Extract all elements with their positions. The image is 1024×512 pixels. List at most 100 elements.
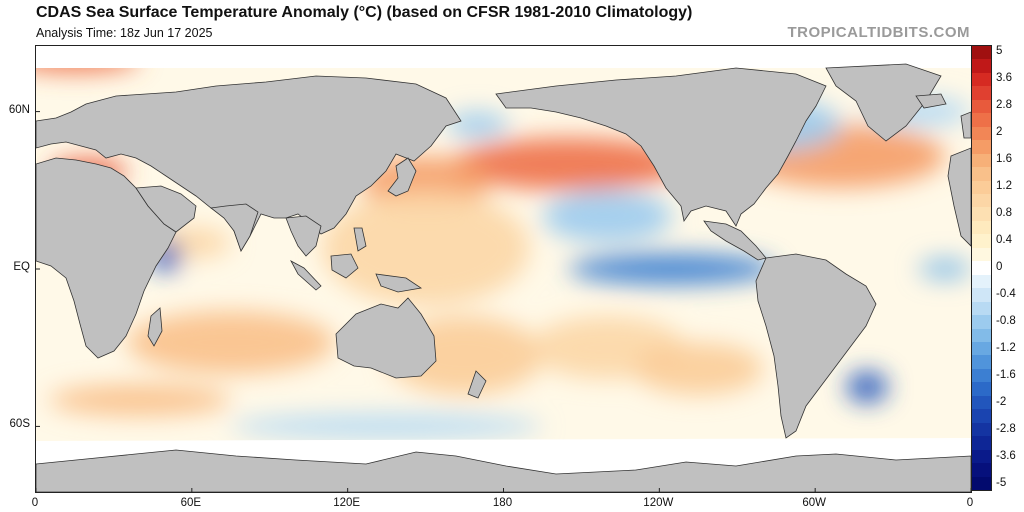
philippines bbox=[353, 227, 367, 252]
colorbar-swatch bbox=[972, 436, 991, 450]
colorbar-swatch bbox=[972, 180, 991, 194]
anomaly-region bbox=[126, 310, 335, 374]
analysis-time: Analysis Time: 18z Jun 17 2025 bbox=[36, 26, 213, 40]
iceland bbox=[915, 93, 947, 109]
map-gridlines bbox=[36, 111, 971, 492]
colorbar-swatch bbox=[972, 449, 991, 464]
central-america bbox=[703, 220, 767, 261]
lon-label: 0 bbox=[31, 497, 39, 509]
colorbar-label: 1.6 bbox=[996, 152, 1012, 165]
brand-watermark: TROPICALTIDBITS.COM bbox=[787, 24, 970, 41]
colorbar-swatch bbox=[972, 113, 991, 127]
colorbar-label: -1.6 bbox=[996, 369, 1016, 382]
colorbar-label: 2 bbox=[996, 125, 1003, 138]
colorbar-swatch bbox=[972, 167, 991, 181]
anomaly-region bbox=[451, 137, 686, 191]
colorbar-label: -0.4 bbox=[996, 288, 1016, 301]
lon-label: 60W bbox=[802, 497, 826, 509]
north-america bbox=[495, 67, 827, 227]
colorbar-swatch bbox=[972, 422, 991, 437]
lat-label: EQ bbox=[13, 261, 30, 273]
anomaly-region bbox=[48, 384, 231, 416]
antarctica bbox=[36, 449, 971, 492]
colorbar-swatch bbox=[972, 463, 991, 477]
new-zealand bbox=[467, 370, 487, 399]
colorbar-label: 2.8 bbox=[996, 98, 1012, 111]
australia bbox=[335, 297, 437, 379]
map-canvas bbox=[36, 46, 971, 492]
british-isles bbox=[960, 111, 971, 139]
colorbar-swatch bbox=[972, 220, 991, 235]
colorbar-swatch bbox=[972, 72, 991, 87]
colorbar-label: 5 bbox=[996, 44, 1003, 57]
colorbar-swatch bbox=[972, 368, 991, 383]
africa bbox=[36, 157, 177, 359]
borneo bbox=[330, 253, 359, 279]
madagascar bbox=[147, 307, 163, 347]
colorbar-label: 3.6 bbox=[996, 71, 1012, 84]
colorbar-label: -2.8 bbox=[996, 423, 1016, 436]
colorbar-swatch bbox=[972, 247, 991, 262]
colorbar-label: 0 bbox=[996, 261, 1003, 273]
colorbar-swatch bbox=[972, 315, 991, 329]
colorbar-swatch bbox=[972, 328, 991, 342]
anomaly-region bbox=[230, 413, 543, 440]
chart-title: CDAS Sea Surface Temperature Anomaly (°C… bbox=[36, 4, 693, 21]
lat-label: 60N bbox=[8, 103, 30, 116]
colorbar-swatch bbox=[972, 341, 991, 356]
colorbar-swatch bbox=[972, 126, 991, 141]
arabia bbox=[135, 185, 197, 233]
colorbar-swatch bbox=[972, 140, 991, 154]
lon-label: 120E bbox=[333, 497, 361, 509]
colorbar-swatch bbox=[972, 261, 991, 275]
colorbar-swatch bbox=[972, 99, 991, 114]
colorbar-label: -0.8 bbox=[996, 315, 1016, 328]
new-guinea bbox=[375, 273, 423, 293]
sst-anomaly-map bbox=[35, 45, 972, 493]
colorbar-swatch bbox=[972, 409, 991, 423]
anomaly-region bbox=[542, 190, 673, 243]
lon-label: 120W bbox=[643, 497, 674, 509]
colorbar-label: 0.4 bbox=[996, 233, 1012, 246]
colorbar-label: -5 bbox=[996, 477, 1007, 490]
anomaly-region bbox=[568, 253, 777, 285]
colorbar-swatch bbox=[972, 207, 991, 221]
colorbar-swatch bbox=[972, 382, 991, 396]
japan bbox=[387, 157, 417, 197]
colorbar-swatch bbox=[972, 46, 991, 60]
anomaly-region bbox=[919, 258, 971, 280]
indochina bbox=[285, 215, 322, 257]
land-masses bbox=[36, 63, 971, 492]
colorbar-swatch bbox=[972, 355, 991, 369]
lat-label: 60S bbox=[9, 418, 30, 431]
lon-label: 60E bbox=[180, 497, 202, 509]
anomaly-region bbox=[446, 111, 509, 138]
sumatra bbox=[290, 260, 322, 291]
greenland bbox=[825, 63, 942, 142]
colorbar-label: -2 bbox=[996, 396, 1007, 409]
south-america bbox=[755, 253, 877, 439]
anomaly-region bbox=[846, 371, 888, 403]
colorbar bbox=[971, 45, 992, 491]
india bbox=[209, 203, 259, 252]
colorbar-label: -3.6 bbox=[996, 450, 1016, 463]
west-europe-edge bbox=[947, 147, 971, 247]
colorbar-label: -1.2 bbox=[996, 342, 1016, 355]
colorbar-swatch bbox=[972, 153, 991, 168]
colorbar-swatch bbox=[972, 395, 991, 410]
colorbar-swatch bbox=[972, 476, 991, 490]
colorbar-swatch bbox=[972, 86, 991, 100]
eurasia bbox=[36, 75, 462, 252]
colorbar-swatch bbox=[972, 288, 991, 302]
colorbar-swatch bbox=[972, 59, 991, 73]
colorbar-swatch bbox=[972, 274, 991, 289]
colorbar-label: 0.8 bbox=[996, 206, 1012, 219]
colorbar-swatch bbox=[972, 193, 991, 208]
lon-label: 0 bbox=[966, 497, 974, 509]
anomaly-region bbox=[321, 190, 530, 306]
colorbar-label: 1.2 bbox=[996, 179, 1012, 192]
colorbar-swatch bbox=[972, 234, 991, 248]
anomaly-region bbox=[633, 342, 764, 395]
arctic-ice bbox=[36, 46, 971, 68]
colorbar-swatch bbox=[972, 301, 991, 316]
